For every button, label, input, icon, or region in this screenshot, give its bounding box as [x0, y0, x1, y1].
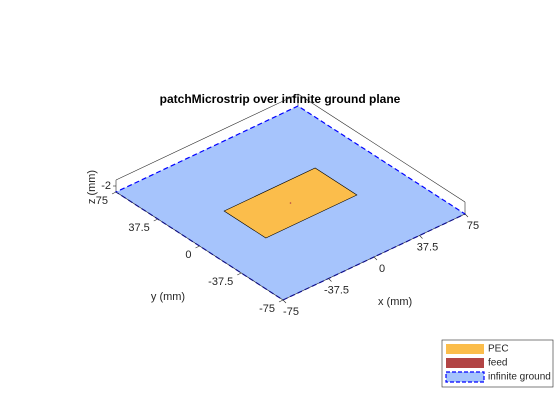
- x-tick: [373, 256, 378, 261]
- y-tick: [278, 299, 284, 303]
- x-tick-label: -37.5: [324, 284, 349, 296]
- y-tick: [153, 218, 158, 222]
- z-axis-label: z (mm): [86, 170, 98, 204]
- y-axis-label: y (mm): [151, 291, 185, 303]
- x-axis-label: x (mm): [378, 296, 412, 308]
- x-tick-label: 75: [467, 220, 479, 232]
- y-tick-label: -37.5: [208, 276, 233, 288]
- z-tick-label: -2: [101, 180, 111, 192]
- y-tick: [111, 191, 117, 195]
- x-tick-label: 37.5: [417, 241, 438, 253]
- y-tick: [237, 272, 242, 276]
- axis-box-edge: [297, 93, 466, 203]
- legend-label: infinite ground: [488, 372, 551, 383]
- legend-swatch: [446, 344, 484, 354]
- legend-label: PEC: [488, 344, 509, 355]
- chart-title: patchMicrostrip over infinite ground pla…: [160, 92, 401, 106]
- legend-swatch: [446, 358, 484, 368]
- x-tick: [282, 299, 287, 304]
- x-tick-label: -75: [283, 306, 299, 318]
- y-tick-label: 75: [96, 195, 108, 207]
- y-tick-label: -75: [259, 303, 275, 315]
- feed: [289, 202, 292, 204]
- x-tick: [464, 213, 469, 218]
- x-tick-label: 0: [379, 263, 385, 275]
- x-tick: [419, 235, 423, 239]
- plot-area: -75 -37.5 0 37.5 75 -75 -37.5 0 37.5 75 -2: [96, 93, 479, 318]
- y-tick-label: 0: [185, 249, 191, 261]
- legend: PEC feed infinite ground: [445, 344, 551, 383]
- y-tick: [195, 245, 200, 249]
- y-tick-label: 37.5: [128, 222, 149, 234]
- legend-swatch: [445, 371, 485, 383]
- x-tick: [328, 278, 332, 282]
- axis-box-edge: [115, 93, 299, 181]
- legend-label: feed: [488, 358, 507, 369]
